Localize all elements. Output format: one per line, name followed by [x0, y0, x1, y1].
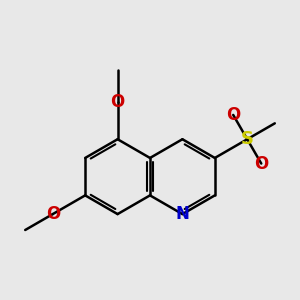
- Text: S: S: [241, 130, 254, 148]
- Text: O: O: [46, 205, 60, 223]
- Text: O: O: [226, 106, 240, 124]
- Text: O: O: [110, 93, 125, 111]
- Text: O: O: [254, 154, 268, 172]
- Text: N: N: [176, 205, 189, 223]
